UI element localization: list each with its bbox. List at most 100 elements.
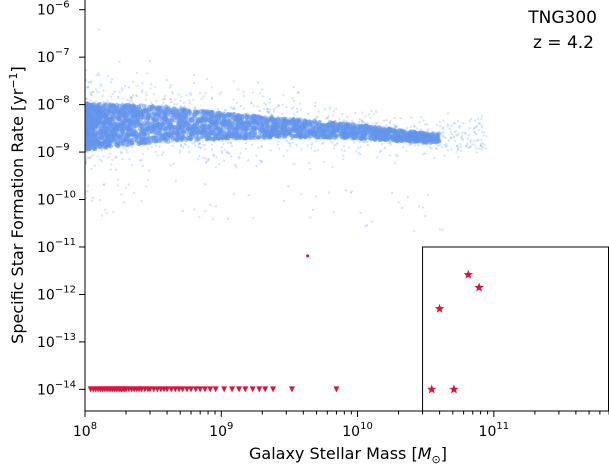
sf-halo-point	[170, 90, 174, 94]
sf-halo-point	[394, 139, 397, 142]
sf-halo-point	[91, 199, 94, 202]
sf-halo-point	[423, 131, 427, 134]
sf-halo-point	[177, 93, 181, 96]
sf-halo-point	[198, 215, 201, 219]
sf-halo-point	[143, 141, 146, 144]
sf-halo-point	[247, 194, 250, 197]
sf-halo-point	[343, 126, 346, 130]
sf-halo-point	[127, 183, 130, 186]
sf-halo-point	[228, 123, 232, 127]
sf-point	[120, 142, 126, 147]
sf-halo-point	[100, 159, 103, 163]
sf-halo-point	[446, 112, 449, 115]
sf-halo-point	[412, 138, 415, 142]
sf-halo-point	[480, 138, 483, 142]
sf-halo-point	[318, 123, 321, 127]
sf-halo-point	[188, 102, 191, 105]
sf-halo-point	[204, 210, 207, 213]
sf-halo-point	[129, 127, 132, 131]
sf-halo-point	[430, 137, 433, 140]
sf-point	[252, 114, 258, 120]
sf-halo-point	[213, 140, 216, 143]
sf-halo-point	[389, 132, 392, 135]
sf-halo-point	[331, 141, 334, 144]
sf-halo-point	[237, 134, 240, 138]
sf-halo-point	[399, 117, 402, 120]
sf-halo-point	[238, 118, 241, 121]
sf-halo-point	[473, 139, 476, 142]
sf-halo-point	[457, 155, 460, 159]
sf-halo-point	[361, 124, 364, 127]
sf-halo-point	[450, 124, 453, 128]
sf-halo-point	[203, 123, 207, 126]
sf-halo-point	[140, 199, 143, 203]
sf-halo-point	[317, 129, 320, 132]
sf-halo-point	[107, 137, 110, 141]
sf-halo-point	[399, 138, 402, 141]
sf-halo-point	[200, 135, 203, 138]
sf-halo-point	[467, 134, 470, 137]
sf-halo-point	[455, 133, 458, 136]
sf-halo-point	[108, 134, 112, 137]
sf-halo-point	[372, 122, 375, 125]
sf-halo-point	[258, 159, 262, 162]
sf-halo-point	[188, 108, 191, 111]
sf-halo-point	[119, 118, 122, 121]
sf-halo-point	[92, 154, 95, 157]
sf-halo-point	[270, 113, 273, 116]
sf-halo-point	[125, 114, 128, 118]
star-forming-scatter	[85, 28, 488, 233]
sf-point	[216, 128, 221, 133]
sf-halo-point	[150, 120, 153, 123]
sf-halo-point	[212, 154, 215, 157]
sf-halo-point	[395, 153, 398, 157]
sf-halo-point	[147, 131, 150, 134]
sf-halo-point	[116, 117, 119, 120]
sf-halo-point	[88, 156, 92, 160]
sf-halo-point	[342, 154, 345, 158]
sf-halo-point	[128, 157, 131, 161]
sf-halo-point	[233, 106, 236, 109]
sf-halo-point	[138, 134, 141, 137]
sf-halo-point	[176, 125, 179, 128]
sf-halo-point	[441, 228, 445, 231]
sf-halo-point	[184, 129, 187, 133]
sf-halo-point	[482, 134, 485, 137]
sf-point	[128, 109, 133, 114]
sf-halo-point	[338, 117, 341, 121]
sf-halo-point	[109, 168, 112, 171]
sf-halo-point	[350, 135, 353, 139]
sf-point	[252, 125, 258, 131]
sf-halo-point	[257, 120, 261, 123]
sf-halo-point	[87, 104, 90, 108]
sf-halo-point	[364, 139, 367, 143]
sf-halo-point	[300, 134, 303, 137]
sf-halo-point	[413, 125, 416, 128]
x-tick-label: 109	[209, 421, 233, 440]
sf-halo-point	[252, 120, 255, 124]
sf-halo-point	[195, 119, 198, 123]
sf-halo-point	[273, 108, 276, 111]
sf-halo-point	[120, 87, 124, 90]
sf-halo-point	[309, 146, 313, 150]
sf-halo-point	[395, 133, 399, 137]
sf-halo-point	[232, 112, 236, 115]
sf-halo-point	[95, 124, 99, 127]
sf-halo-point	[121, 124, 125, 127]
sf-halo-point	[153, 126, 157, 130]
sf-halo-point	[228, 128, 231, 131]
sf-halo-point	[134, 125, 138, 128]
x-axis-title: Galaxy Stellar Mass [M⊙]	[249, 444, 447, 466]
sf-halo-point	[206, 112, 210, 116]
sf-halo-point	[314, 101, 317, 105]
sf-halo-point	[125, 103, 128, 106]
sf-halo-point	[480, 148, 484, 151]
sf-halo-point	[163, 120, 167, 123]
sf-halo-point	[246, 120, 249, 124]
sf-halo-point	[179, 99, 182, 103]
sf-halo-point	[116, 123, 119, 126]
sf-halo-point	[425, 123, 429, 126]
sf-halo-point	[181, 119, 184, 123]
sf-halo-point	[214, 118, 217, 121]
sf-halo-point	[308, 131, 311, 135]
